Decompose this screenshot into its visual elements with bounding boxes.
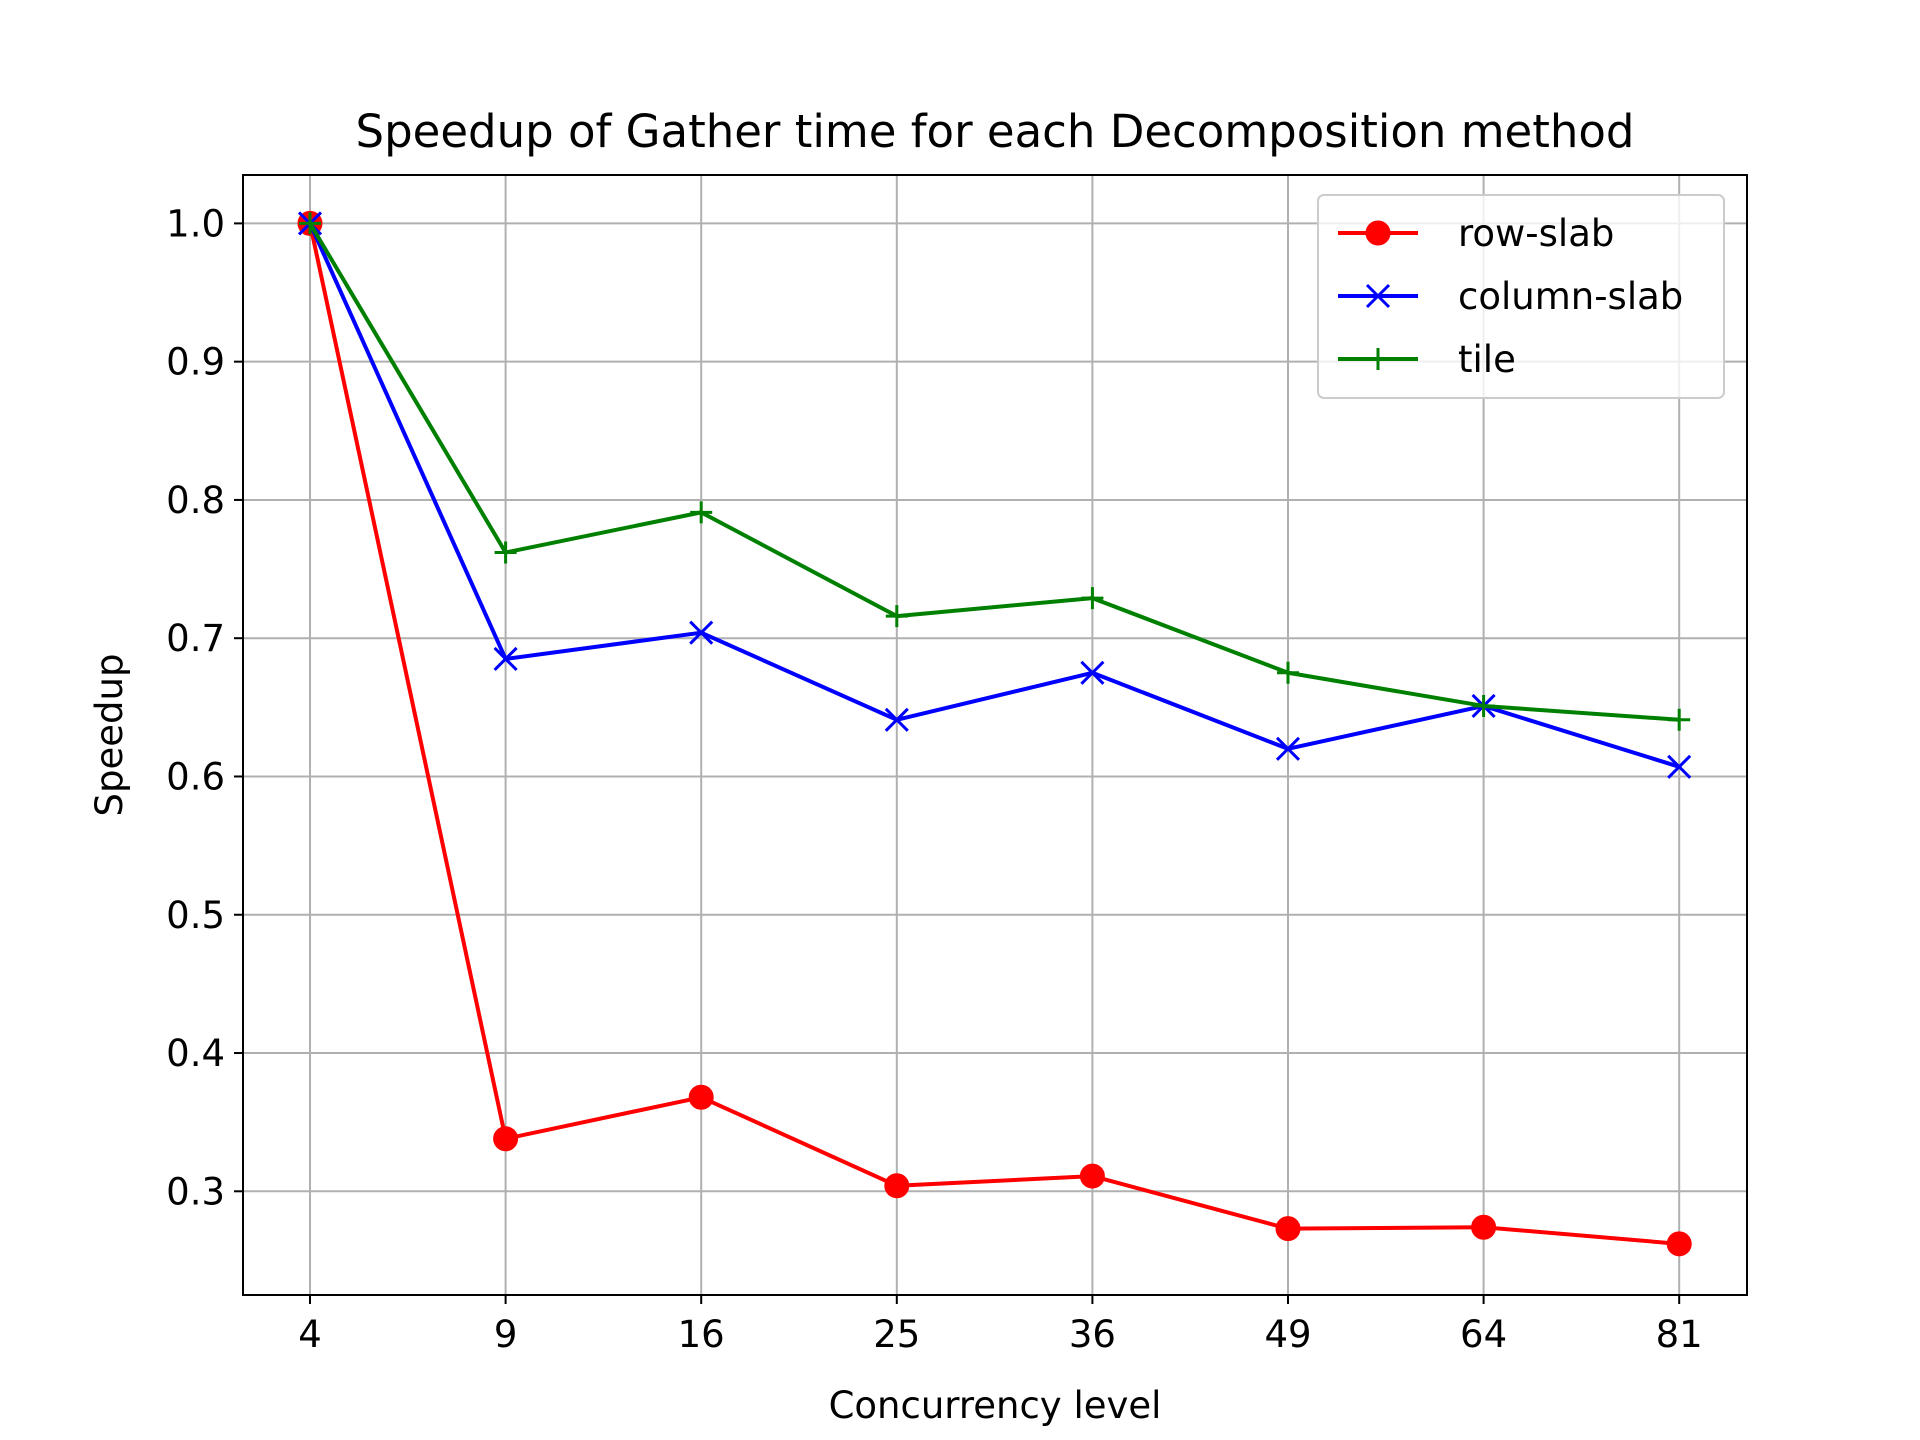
data-point: [299, 212, 321, 235]
data-point: [1472, 694, 1495, 717]
legend-entry-tile: tile: [1338, 338, 1516, 381]
series-line: [308, 222, 1680, 1246]
legend-marker: [1365, 283, 1391, 309]
data-point: [1275, 736, 1301, 761]
legend-label: tile: [1458, 338, 1516, 381]
legend: row-slab column-slab tile: [1317, 194, 1725, 399]
data-point: [493, 1126, 519, 1152]
data-point: [494, 541, 517, 564]
y-tick-label: 0.9: [166, 341, 225, 384]
legend-marker: [1365, 220, 1391, 246]
series-tile: [299, 212, 1691, 731]
x-tick-label: 16: [678, 1313, 725, 1356]
data-point: [1081, 587, 1104, 610]
legend-marker: [1367, 348, 1389, 370]
y-axis-label: Speedup: [88, 654, 131, 817]
x-tick-label: 64: [1460, 1313, 1507, 1356]
y-tick-label: 1.0: [166, 202, 225, 245]
data-point: [688, 1084, 714, 1110]
data-point: [1277, 661, 1299, 684]
plot-frame: [242, 174, 1748, 1296]
data-point: [885, 605, 908, 628]
legend-frame: [1317, 194, 1725, 399]
data-point: [1079, 1163, 1105, 1189]
y-axis-ticks: 0.3 0.4 0.5 0.6 0.7 0.8 0.9 1.0: [166, 202, 243, 1213]
legend-entry-column-slab: column-slab: [1338, 275, 1683, 318]
x-tick-label: 25: [873, 1313, 920, 1356]
data-point: [884, 707, 909, 732]
y-tick-label: 0.5: [166, 894, 225, 937]
series-line: [308, 222, 1680, 769]
x-tick-label: 9: [494, 1313, 518, 1356]
series-row-slab: [297, 210, 1692, 1257]
data-point: [1080, 660, 1105, 685]
series: [297, 210, 1692, 1257]
y-tick-label: 0.6: [166, 755, 225, 798]
x-tick-label: 4: [298, 1313, 322, 1356]
y-tick-label: 0.4: [166, 1032, 225, 1075]
series-line: [308, 222, 1680, 722]
chart-title: Speedup of Gather time for each Decompos…: [356, 105, 1635, 158]
data-point: [1668, 708, 1691, 731]
data-point: [493, 646, 518, 672]
legend-label: column-slab: [1458, 275, 1683, 318]
data-point: [689, 620, 714, 645]
x-tick-label: 81: [1656, 1313, 1703, 1356]
x-tick-label: 36: [1069, 1313, 1116, 1356]
legend-label: row-slab: [1458, 212, 1614, 255]
legend-entry-row-slab: row-slab: [1338, 212, 1614, 255]
x-axis-label: Concurrency level: [829, 1384, 1162, 1427]
y-tick-label: 0.7: [166, 617, 225, 660]
x-tick-label: 49: [1264, 1313, 1311, 1356]
data-point: [1471, 1214, 1497, 1240]
y-tick-label: 0.8: [166, 479, 225, 522]
y-tick-label: 0.3: [166, 1170, 225, 1213]
data-point: [884, 1173, 910, 1199]
data-point: [1667, 754, 1692, 779]
x-axis-ticks: 4 9 16 25 36 49 64 81: [298, 1295, 1703, 1356]
series-column-slab: [297, 211, 1692, 779]
data-point: [690, 501, 713, 524]
data-point: [1666, 1231, 1692, 1257]
data-point: [1275, 1216, 1301, 1242]
